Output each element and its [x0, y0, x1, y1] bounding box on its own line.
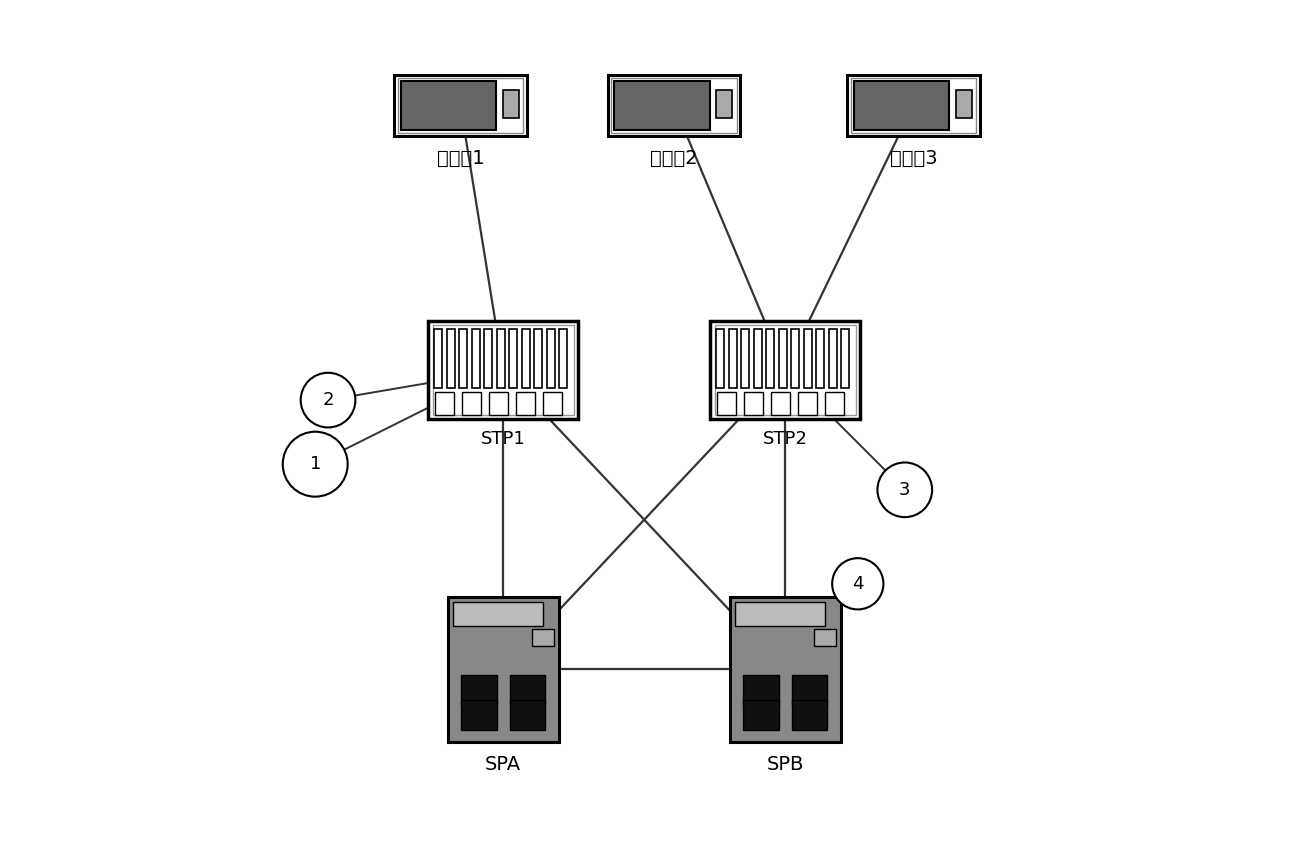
Bar	[854, 81, 949, 130]
Bar	[485, 329, 493, 388]
Bar	[742, 675, 778, 705]
Bar	[716, 90, 732, 118]
Bar	[535, 329, 543, 388]
Bar	[850, 78, 976, 132]
FancyBboxPatch shape	[463, 392, 481, 415]
Bar	[792, 700, 828, 730]
Bar	[816, 329, 824, 388]
Bar	[401, 81, 497, 130]
Bar	[428, 321, 578, 420]
Bar	[742, 700, 778, 730]
FancyBboxPatch shape	[825, 392, 844, 415]
Text: STP1: STP1	[481, 430, 526, 447]
Bar	[497, 329, 505, 388]
FancyBboxPatch shape	[435, 392, 455, 415]
FancyBboxPatch shape	[771, 392, 790, 415]
Bar	[615, 81, 710, 130]
Bar	[715, 325, 855, 415]
Circle shape	[283, 432, 348, 496]
Bar	[547, 329, 555, 388]
Bar	[791, 329, 799, 388]
Bar	[955, 90, 971, 118]
Bar	[729, 329, 737, 388]
Circle shape	[832, 558, 883, 610]
Bar	[779, 329, 787, 388]
Text: 前端机3: 前端机3	[890, 149, 937, 168]
FancyBboxPatch shape	[516, 392, 535, 415]
Bar	[432, 325, 574, 415]
Bar	[829, 329, 837, 388]
Bar	[510, 700, 545, 730]
Bar	[510, 675, 545, 705]
Bar	[398, 78, 523, 132]
Text: 3: 3	[899, 481, 911, 499]
Bar	[532, 629, 555, 646]
Circle shape	[301, 372, 355, 427]
FancyBboxPatch shape	[543, 392, 562, 415]
FancyBboxPatch shape	[798, 392, 817, 415]
Bar	[741, 329, 749, 388]
Bar	[711, 321, 859, 420]
Bar	[461, 675, 497, 705]
Text: 1: 1	[310, 455, 321, 473]
Bar	[461, 700, 497, 730]
Text: 4: 4	[851, 574, 863, 593]
Bar	[510, 329, 518, 388]
Text: 前端机2: 前端机2	[650, 149, 698, 168]
Bar	[729, 597, 841, 742]
FancyBboxPatch shape	[717, 392, 736, 415]
Bar	[503, 90, 519, 118]
Bar	[522, 329, 530, 388]
FancyBboxPatch shape	[744, 392, 763, 415]
Bar	[611, 78, 737, 132]
Bar	[848, 75, 979, 136]
Bar	[448, 597, 558, 742]
Text: 2: 2	[322, 391, 334, 409]
Bar	[447, 329, 455, 388]
Bar	[754, 329, 762, 388]
Bar	[608, 75, 740, 136]
Bar	[792, 675, 828, 705]
Bar	[841, 329, 849, 388]
Bar	[735, 602, 825, 626]
Bar	[804, 329, 812, 388]
Circle shape	[878, 463, 932, 517]
Bar	[394, 75, 527, 136]
Bar	[815, 629, 836, 646]
Text: STP2: STP2	[762, 430, 808, 447]
FancyBboxPatch shape	[489, 392, 509, 415]
Text: SPA: SPA	[485, 755, 522, 774]
Bar	[460, 329, 468, 388]
Bar	[472, 329, 480, 388]
Bar	[716, 329, 724, 388]
Bar	[453, 602, 543, 626]
Text: 前端机1: 前端机1	[436, 149, 485, 168]
Bar	[560, 329, 568, 388]
Bar	[766, 329, 774, 388]
Bar	[435, 329, 443, 388]
Text: SPB: SPB	[766, 755, 804, 774]
